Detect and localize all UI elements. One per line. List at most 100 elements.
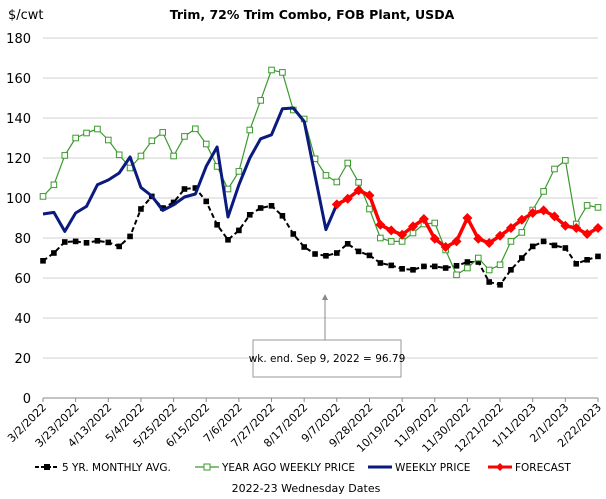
data-point [115, 151, 123, 159]
data-point [246, 212, 253, 218]
y-tick-label: 100 [6, 192, 31, 207]
y-tick-label: 40 [14, 312, 31, 327]
data-point [334, 250, 340, 256]
chart-title: Trim, 72% Trim Combo, FOB Plant, USDA [170, 7, 455, 22]
legend-label: FORECAST [515, 462, 571, 474]
data-point [214, 222, 220, 228]
data-point [538, 205, 549, 216]
data-point [474, 254, 482, 262]
data-point [344, 241, 351, 247]
data-point [593, 223, 603, 233]
y-tick-label: 160 [6, 72, 31, 87]
data-point [594, 204, 602, 211]
data-point [225, 237, 231, 243]
data-point [516, 214, 527, 225]
data-point [375, 219, 386, 230]
data-point [312, 251, 318, 257]
data-point [442, 265, 449, 271]
data-point [453, 263, 460, 269]
data-point [451, 236, 462, 247]
legend-label: YEAR AGO WEEKLY PRICE [221, 462, 355, 474]
y-tick-label: 140 [6, 112, 31, 127]
data-point [431, 219, 439, 227]
data-point [386, 225, 397, 236]
data-point [50, 181, 58, 189]
x-axis-title: 2022-23 Wednesday Dates [232, 482, 381, 495]
data-point [497, 282, 503, 288]
data-point [137, 152, 145, 160]
y-tick-label: 80 [14, 232, 31, 247]
data-point [61, 152, 69, 159]
data-point [583, 202, 591, 209]
data-point [83, 240, 90, 246]
data-point [72, 238, 79, 245]
data-point [148, 137, 156, 145]
data-point [551, 165, 558, 173]
data-point [72, 134, 79, 142]
data-point [453, 271, 460, 279]
data-point [496, 261, 504, 269]
data-point [495, 230, 506, 241]
y-axis-label: $/cwt [8, 8, 44, 23]
data-point [279, 69, 286, 76]
data-point [268, 203, 275, 209]
data-point [551, 242, 558, 249]
data-point [505, 223, 516, 233]
data-point [39, 193, 47, 200]
annotation: wk. end. Sep 9, 2022 = 96.79 [249, 294, 405, 378]
legend-marker [44, 464, 50, 470]
data-point [224, 185, 232, 193]
data-point [508, 267, 514, 273]
data-point [322, 172, 330, 179]
y-tick-label: 20 [14, 352, 31, 367]
data-point [518, 229, 526, 236]
data-point [540, 238, 547, 245]
data-point [473, 233, 484, 244]
data-point [549, 211, 560, 222]
data-point [464, 264, 471, 272]
data-point [440, 242, 451, 252]
data-point [127, 233, 133, 240]
legend-label: WEEKLY PRICE [395, 462, 470, 474]
data-point [202, 140, 210, 148]
data-point [582, 229, 593, 239]
data-point [138, 206, 144, 212]
data-point [61, 239, 68, 245]
data-point [507, 238, 515, 245]
data-point [399, 266, 405, 272]
data-point [366, 252, 373, 259]
data-point [388, 262, 395, 269]
data-point [257, 205, 264, 211]
data-point [116, 243, 122, 250]
data-point [301, 244, 307, 250]
arrowhead-icon [322, 294, 328, 300]
data-point [562, 157, 569, 164]
y-tick-label: 120 [6, 152, 31, 167]
series-line-1 [42, 69, 599, 276]
data-point [529, 243, 536, 250]
data-point [236, 227, 242, 234]
series-line-2 [42, 106, 339, 233]
legend-marker [496, 463, 504, 471]
data-point [192, 185, 199, 191]
data-point [464, 259, 471, 265]
data-point [353, 185, 364, 196]
data-point [344, 159, 352, 167]
data-point [584, 257, 590, 263]
data-point [364, 190, 375, 201]
data-point [519, 255, 525, 261]
data-point [192, 125, 199, 133]
data-point [268, 66, 275, 74]
data-point [331, 199, 342, 210]
data-point [418, 214, 429, 224]
data-point [342, 193, 353, 204]
data-point [377, 260, 384, 266]
data-point [397, 229, 408, 240]
data-point [246, 126, 254, 134]
data-point [355, 179, 362, 186]
data-point [51, 250, 57, 256]
data-point [431, 263, 438, 270]
data-point [203, 198, 210, 205]
data-point [573, 261, 580, 267]
